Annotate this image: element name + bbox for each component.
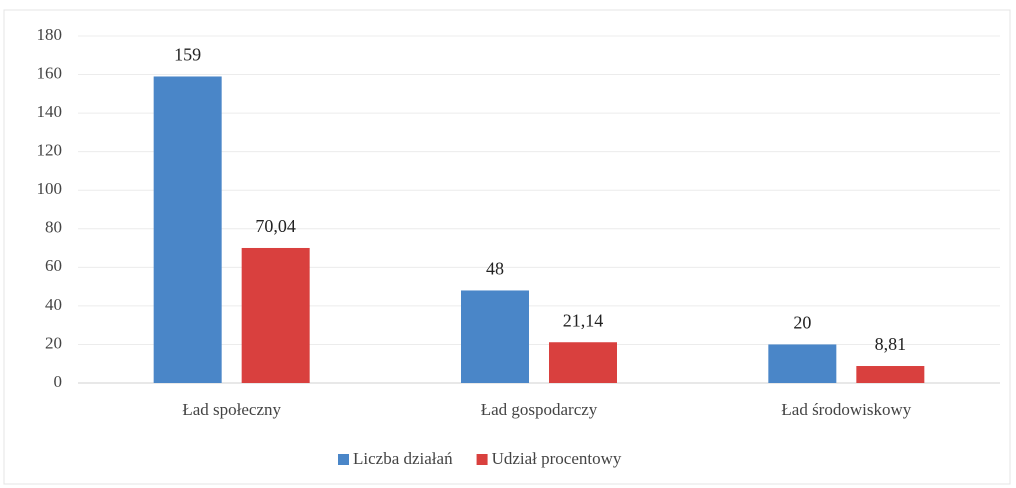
data-label: 8,81: [875, 334, 907, 354]
y-tick-label: 40: [45, 295, 62, 314]
legend-label: Udział procentowy: [492, 449, 622, 468]
x-tick-label: Ład społeczny: [182, 400, 281, 419]
y-tick-label: 20: [45, 333, 62, 352]
y-tick-label: 60: [45, 256, 62, 275]
y-tick-label: 120: [37, 141, 63, 160]
y-tick-label: 160: [37, 63, 63, 82]
data-label: 159: [174, 45, 201, 65]
y-tick-label: 100: [37, 179, 63, 198]
bar: [153, 76, 222, 383]
legend-swatch: [476, 454, 488, 465]
bar: [768, 344, 837, 383]
y-tick-label: 80: [45, 218, 62, 237]
x-tick-label: Ład gospodarczy: [481, 400, 598, 419]
bar: [461, 290, 529, 383]
y-tick-label: 140: [37, 102, 63, 121]
data-label: 70,04: [255, 216, 296, 236]
data-label: 20: [793, 313, 811, 333]
y-tick-label: 180: [37, 25, 63, 44]
legend-swatch: [338, 454, 349, 465]
y-tick-label: 0: [54, 372, 63, 391]
legend-label: Liczba działań: [353, 449, 453, 468]
x-tick-label: Ład środowiskowy: [781, 400, 911, 419]
bar: [856, 366, 925, 383]
bar: [241, 247, 310, 383]
data-label: 21,14: [563, 310, 604, 330]
data-label: 48: [486, 259, 504, 279]
bar: [549, 342, 617, 383]
